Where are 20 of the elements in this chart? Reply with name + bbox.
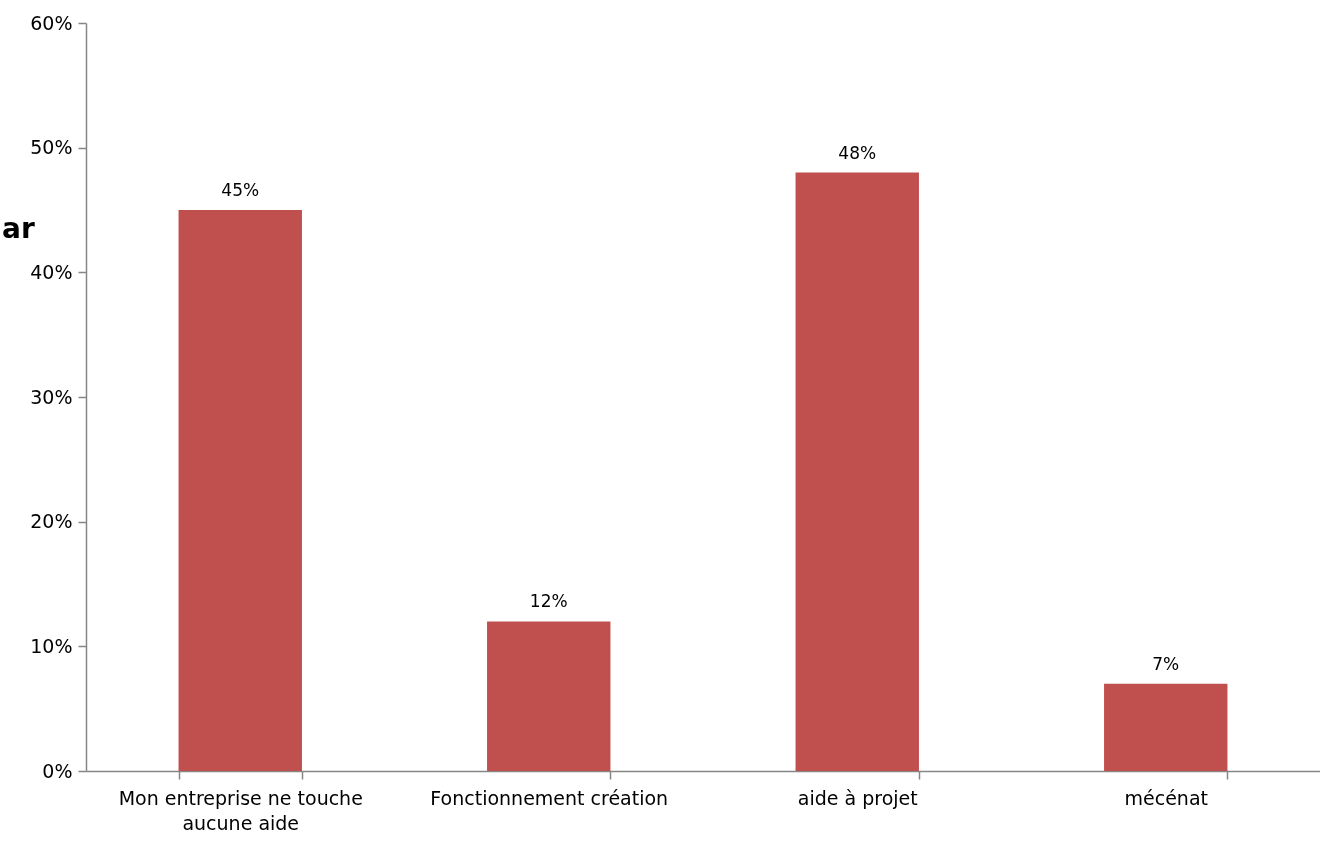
data-label: 7% bbox=[1152, 653, 1180, 674]
x-tick-label: mécénat bbox=[1124, 786, 1208, 809]
text: ar bbox=[2, 212, 35, 245]
x-tick-label: Mon entreprise ne touche aucune aide bbox=[118, 786, 363, 834]
y-tick-label: 40% bbox=[30, 260, 73, 283]
data-label: 48% bbox=[838, 142, 877, 163]
y-tick-label: 60% bbox=[30, 11, 73, 34]
y-tick-label: 0% bbox=[42, 759, 73, 782]
x-tick-label: aide à projet bbox=[797, 786, 918, 809]
bar bbox=[795, 172, 919, 771]
bar bbox=[178, 210, 302, 771]
y-tick-label: 50% bbox=[30, 136, 73, 159]
bar bbox=[1104, 683, 1228, 771]
y-tick-label: 20% bbox=[30, 510, 73, 533]
data-label: 45% bbox=[221, 180, 260, 200]
y-tick-label: 30% bbox=[30, 385, 73, 408]
bar bbox=[487, 621, 611, 771]
y-tick-label: 10% bbox=[30, 634, 73, 657]
x-tick-label: Fonctionnement création bbox=[430, 786, 669, 809]
data-label: 12% bbox=[529, 591, 568, 612]
